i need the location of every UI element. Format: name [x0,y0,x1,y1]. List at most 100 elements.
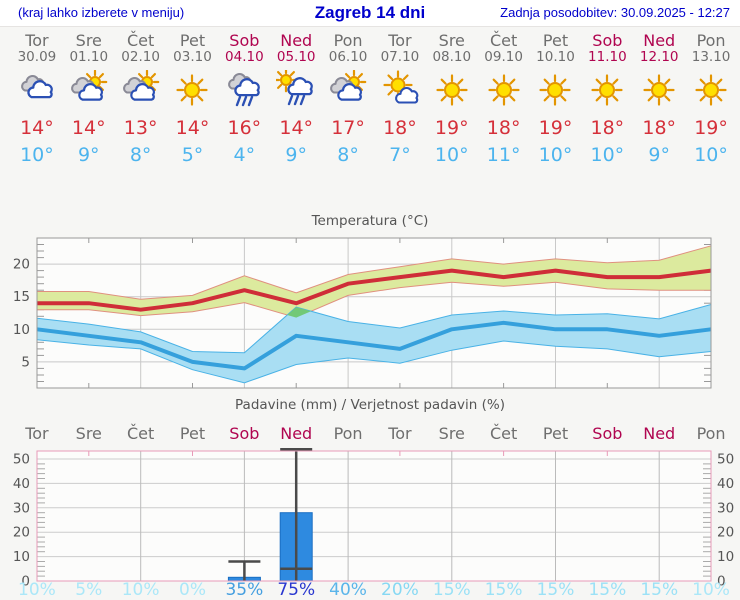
day-name: Sre [75,31,102,50]
day-date: 07.10 [380,49,420,65]
high-temp: 19° [434,117,469,139]
day-date: 01.10 [69,49,109,65]
low-temp: 11° [486,144,521,166]
precip-day-name: Čet [126,424,155,443]
day-date: 11.10 [588,49,627,65]
precip-day-name: Pet [542,424,569,443]
svg-text:20: 20 [13,525,30,541]
day-date: 04.10 [225,49,264,65]
high-temp: 19° [694,117,728,139]
precip-probability: 15% [640,580,679,600]
low-temp: 8° [129,144,152,166]
day-name: Sob [229,31,260,50]
day-name: Ned [280,31,313,50]
precip-probability: 35% [225,580,264,600]
day-column: Sre 01.10 14° 9° [63,31,115,166]
low-temp: 10° [694,144,728,166]
day-name: Tor [388,31,412,50]
high-temp: 13° [123,117,158,139]
high-temp: 14° [175,117,210,139]
sunny-icon [535,70,575,110]
day-column: Pet 03.10 14° 5° [167,31,219,166]
svg-text:20: 20 [13,257,30,273]
cloudy-icon [17,70,57,110]
last-update-label: Zadnja posodobitev: 30.09.2025 - 12:27 [500,5,730,20]
precip-probability: 20% [381,580,419,600]
day-date: 13.10 [691,49,731,65]
high-temp: 14° [279,117,314,139]
low-temp: 5° [181,144,204,166]
precip-day-name: Ned [280,424,313,443]
precip-day-name: Ned [643,424,676,443]
low-temp: 9° [648,144,670,166]
top-bar: (kraj lahko izberete v meniju) Zagreb 14… [0,0,740,27]
precip-day-name: Sob [592,424,623,443]
day-column: Tor 07.10 18° 7° [374,31,426,166]
precip-day-name: Pet [179,424,206,443]
sunny-icon [484,70,524,110]
page-title: Zagreb 14 dni [314,3,426,22]
precip-probability: 10% [18,580,56,600]
svg-text:10: 10 [13,322,30,338]
day-name: Sob [592,31,623,50]
day-column: Pet 10.10 19° 10° [530,31,582,166]
high-temp: 16° [227,117,262,139]
low-temp: 8° [337,144,359,166]
precip-probability: 15% [588,580,627,600]
day-name: Pon [333,31,363,50]
high-temp: 19° [538,117,573,139]
precip-day-name: Pon [696,424,726,443]
svg-text:30: 30 [13,500,30,516]
precip-day-name: Tor [25,424,49,443]
precip-probability: 15% [484,580,523,600]
mostly-sunny-icon [380,70,420,110]
day-column: Sob 11.10 18° 10° [581,31,633,166]
partly-sunny-icon [121,69,161,110]
day-name: Čet [126,31,155,50]
day-date: 12.10 [639,49,679,65]
high-temp: 14° [71,117,106,139]
low-temp: 10° [434,144,469,166]
forecast-strip: Tor 30.09 14° 10° Sre 01.10 14° 9° Čet 02.10 13° 8°… [11,31,737,166]
sunny-icon [691,70,731,110]
day-date: 10.10 [536,49,575,65]
day-date: 30.09 [17,49,57,65]
day-column: Tor 30.09 14° 10° [11,31,63,166]
day-name: Pon [696,31,726,50]
low-temp: 10° [538,144,573,166]
high-temp: 18° [486,117,521,139]
day-name: Pet [179,31,206,50]
day-column: Ned 12.10 18° 9° [633,31,685,166]
precip-chart-title: Padavine (mm) / Verjetnost padavin (%) [235,397,505,413]
precip-probability: 5% [75,580,103,600]
high-temp: 18° [642,117,677,139]
precip-probability: 40% [329,580,367,600]
svg-text:50: 50 [13,452,30,468]
svg-text:10: 10 [717,549,734,565]
day-name: Sre [438,31,465,50]
low-temp: 9° [77,144,100,166]
low-temp: 4° [233,144,256,166]
temperature-chart: 5 10 15 20 [13,237,712,389]
precip-day-name: Pon [333,424,363,443]
location-menu-hint[interactable]: (kraj lahko izberete v meniju) [18,5,185,20]
day-name: Pet [542,31,569,50]
svg-text:0: 0 [21,574,30,590]
day-date: 05.10 [276,49,316,65]
day-column: Sre 08.10 19° 10° [426,31,478,166]
precip-day-name: Sob [229,424,260,443]
sunny-icon [587,70,627,110]
svg-text:40: 40 [13,476,30,492]
sunny-icon [172,70,212,110]
svg-text:50: 50 [717,452,734,468]
low-temp: 10° [590,144,625,166]
day-column: Pon 06.10 17° 8° [322,31,374,166]
svg-text:15: 15 [13,289,30,305]
precip-probability: 15% [432,580,471,600]
high-temp: 17° [331,117,365,139]
day-date: 08.10 [432,49,472,65]
temperature-chart-title: Temperatura (°C) [311,213,429,229]
svg-text:40: 40 [717,476,734,492]
precip-probability: 10% [692,580,730,600]
